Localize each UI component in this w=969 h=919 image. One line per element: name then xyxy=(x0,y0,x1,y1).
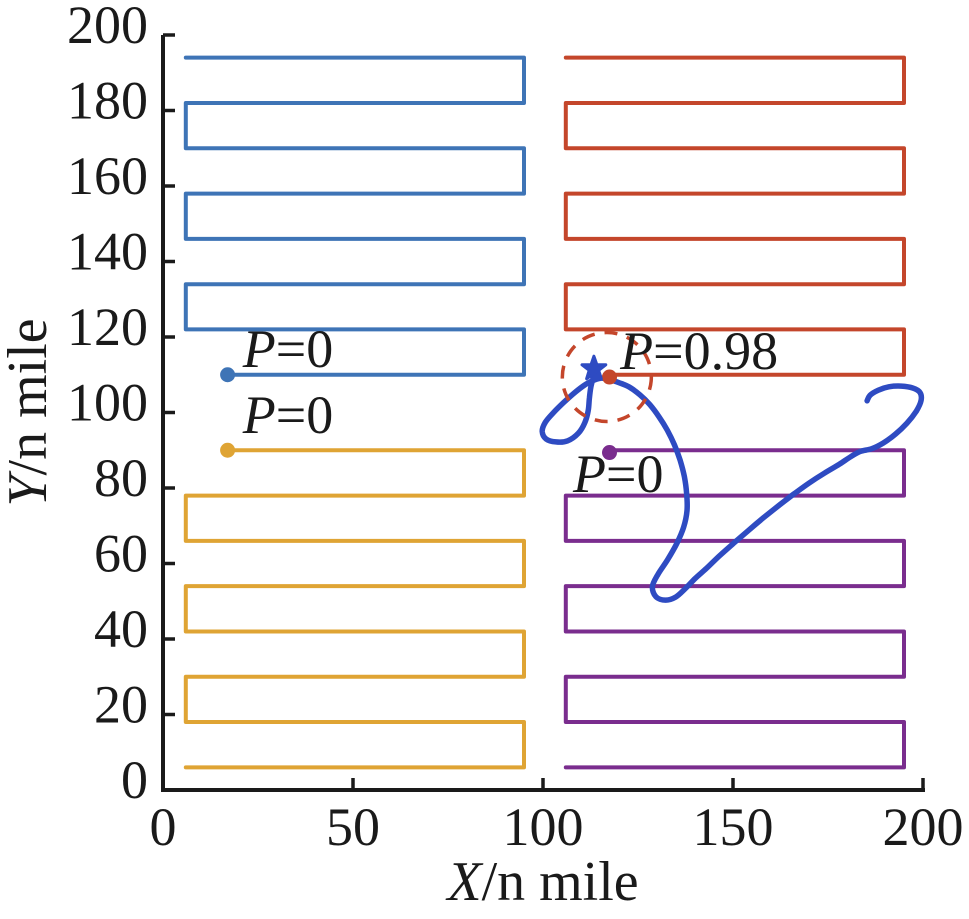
x-tick-label-0: 0 xyxy=(150,797,177,857)
y-tick-label-140: 140 xyxy=(67,222,148,282)
x-tick-label-200: 200 xyxy=(883,797,964,857)
y-tick-label-80: 80 xyxy=(94,448,148,508)
y-tick-label-20: 20 xyxy=(94,675,148,735)
probability-label-detected: P=0.98 xyxy=(619,321,778,381)
x-tick-label-150: 150 xyxy=(693,797,774,857)
target-trajectory-path xyxy=(539,366,925,603)
y-tick-label-160: 160 xyxy=(67,146,148,206)
start-point-southwest xyxy=(220,442,236,458)
y-tick-label-120: 120 xyxy=(67,297,148,357)
probability-label-southeast: P=0 xyxy=(572,444,663,504)
y-tick-label-60: 60 xyxy=(94,524,148,584)
y-tick-label-180: 180 xyxy=(67,71,148,131)
detection-range-circle xyxy=(560,330,654,424)
start-point-northeast xyxy=(602,369,617,385)
x-axis-label: X/n mile xyxy=(445,851,638,913)
probability-label-northwest: P=0 xyxy=(242,319,333,379)
search-pattern-southeast-path xyxy=(563,448,906,770)
x-tick-label-100: 100 xyxy=(503,797,584,857)
probability-label-southwest: P=0 xyxy=(242,385,333,445)
search-pattern-southwest-path xyxy=(183,448,526,770)
detection-star xyxy=(580,354,608,381)
y-axis-label: Y/n mile xyxy=(0,318,59,506)
start-point-southeast xyxy=(602,445,617,461)
search-pattern-northwest-path xyxy=(183,55,526,377)
x-tick-label-50: 50 xyxy=(326,797,380,857)
y-tick-label-0: 0 xyxy=(121,750,148,810)
start-point-northwest xyxy=(220,367,236,383)
y-tick-label-40: 40 xyxy=(94,599,148,659)
search-pattern-northeast-path xyxy=(563,55,906,377)
y-tick-label-100: 100 xyxy=(67,373,148,433)
y-tick-label-200: 200 xyxy=(67,0,148,55)
